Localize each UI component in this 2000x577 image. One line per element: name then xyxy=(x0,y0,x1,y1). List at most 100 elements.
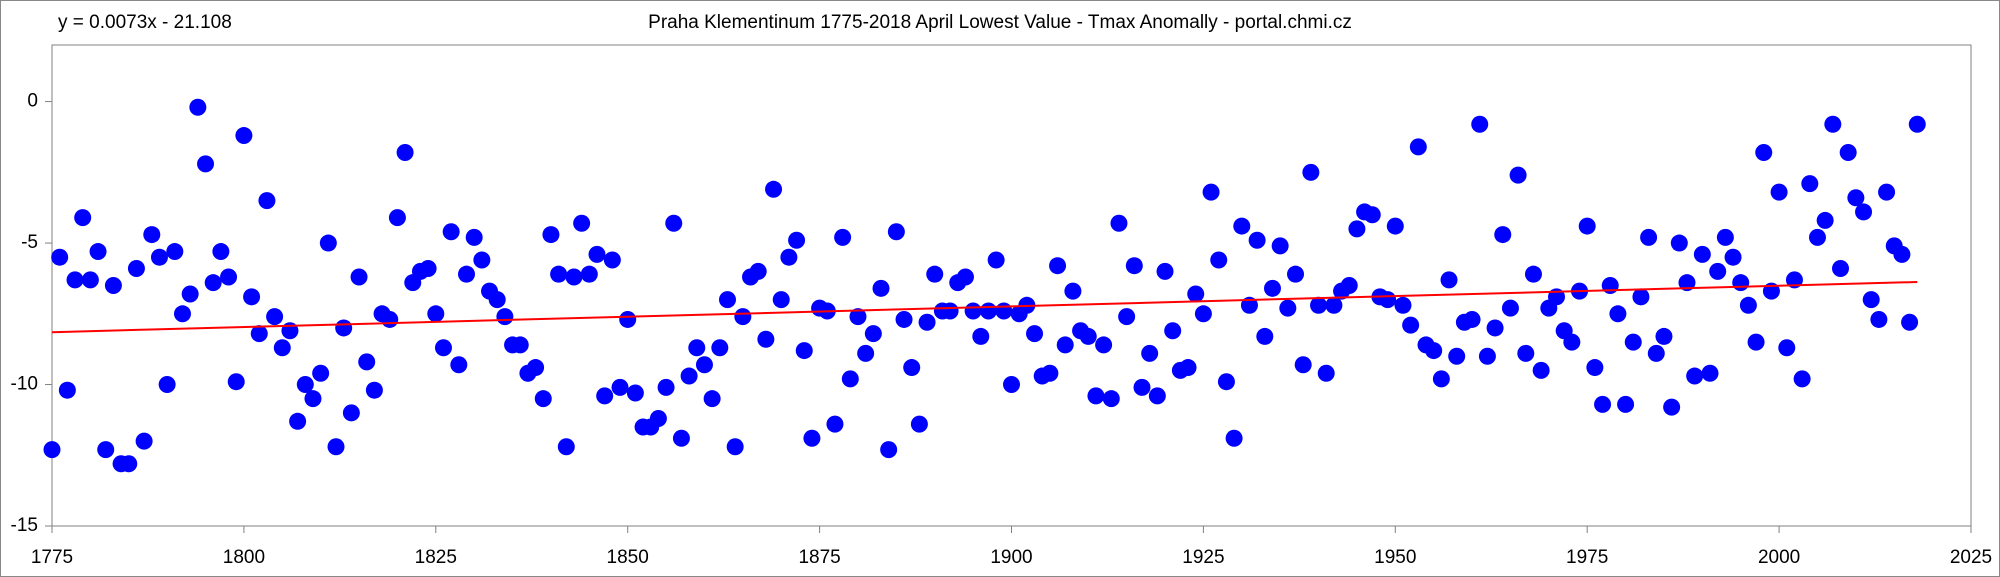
trendline-equation: y = 0.0073x - 21.108 xyxy=(58,12,232,33)
point xyxy=(1340,277,1358,294)
point xyxy=(1225,429,1243,447)
point xyxy=(1133,378,1151,396)
point xyxy=(204,274,222,292)
y-tick-label: -15 xyxy=(11,515,38,536)
x-tick-label: 1875 xyxy=(798,547,840,568)
point xyxy=(1118,308,1136,326)
point xyxy=(680,367,698,385)
point xyxy=(89,243,107,261)
point xyxy=(1517,344,1535,362)
point xyxy=(1832,260,1850,278)
y-tick-label: -10 xyxy=(11,374,38,395)
point xyxy=(527,359,545,377)
point xyxy=(1348,220,1366,238)
point xyxy=(220,268,238,286)
point xyxy=(1486,319,1504,337)
point xyxy=(1110,214,1128,232)
point xyxy=(1716,228,1734,246)
point xyxy=(534,390,552,408)
point xyxy=(1632,288,1650,306)
point xyxy=(235,127,253,145)
point xyxy=(672,429,690,447)
point xyxy=(603,251,621,269)
point xyxy=(465,228,483,246)
point xyxy=(496,308,514,326)
point xyxy=(864,325,882,343)
point xyxy=(273,339,291,357)
point xyxy=(419,260,437,278)
point xyxy=(1678,274,1696,292)
point xyxy=(458,265,476,283)
point xyxy=(849,308,867,326)
point xyxy=(350,268,368,286)
point xyxy=(189,98,207,116)
point xyxy=(1263,279,1281,297)
point xyxy=(1095,336,1113,354)
point xyxy=(1724,248,1742,266)
point xyxy=(304,390,322,408)
point xyxy=(619,310,637,328)
point xyxy=(266,308,284,326)
y-tick-label: -5 xyxy=(21,232,38,253)
point xyxy=(1785,271,1803,289)
point xyxy=(780,248,798,266)
point xyxy=(1125,257,1143,275)
point xyxy=(1317,364,1335,382)
point xyxy=(212,243,230,261)
point xyxy=(926,265,944,283)
point xyxy=(1624,333,1642,351)
point xyxy=(995,302,1013,320)
point xyxy=(1287,265,1305,283)
point xyxy=(120,455,138,473)
x-tick-label: 1850 xyxy=(607,547,649,568)
point xyxy=(358,353,376,371)
point xyxy=(1256,327,1274,345)
point xyxy=(1440,271,1458,289)
point xyxy=(58,381,76,399)
point xyxy=(1279,299,1297,317)
point xyxy=(1594,395,1612,413)
point xyxy=(1386,217,1404,235)
point xyxy=(434,339,452,357)
point xyxy=(1494,226,1512,244)
point xyxy=(1847,189,1865,207)
point xyxy=(1156,262,1174,280)
point xyxy=(1755,144,1773,162)
point xyxy=(734,308,752,326)
point xyxy=(1394,296,1412,314)
point xyxy=(1379,291,1397,309)
point xyxy=(841,370,859,388)
point xyxy=(1448,347,1466,365)
point xyxy=(81,271,99,289)
point xyxy=(573,214,591,232)
point xyxy=(135,432,153,450)
point xyxy=(1087,387,1105,405)
point xyxy=(1609,305,1627,323)
point xyxy=(289,412,307,430)
point xyxy=(1770,183,1788,201)
point xyxy=(51,248,69,266)
point xyxy=(903,359,921,377)
point xyxy=(626,384,644,402)
point xyxy=(1003,376,1020,394)
point xyxy=(557,438,575,456)
point xyxy=(588,245,606,263)
point xyxy=(1271,237,1289,255)
point xyxy=(1524,265,1542,283)
point xyxy=(1655,327,1673,345)
point xyxy=(611,378,629,396)
point xyxy=(1363,206,1381,224)
point xyxy=(880,441,898,459)
point xyxy=(1808,228,1826,246)
point xyxy=(718,291,736,309)
point xyxy=(803,429,821,447)
point xyxy=(979,302,997,320)
point xyxy=(1870,310,1888,328)
point xyxy=(396,144,414,162)
point xyxy=(565,268,583,286)
point xyxy=(442,223,460,241)
point xyxy=(381,310,399,328)
x-tick-label: 2025 xyxy=(1950,547,1992,568)
point xyxy=(1310,296,1328,314)
